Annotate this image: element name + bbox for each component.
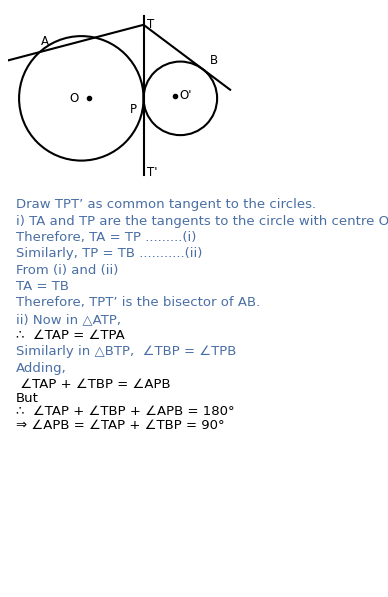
- Text: From (i) and (ii): From (i) and (ii): [16, 264, 118, 277]
- Text: TA = TB: TA = TB: [16, 280, 69, 293]
- Text: ii) Now in △ATP,: ii) Now in △ATP,: [16, 313, 121, 326]
- Text: But: But: [16, 392, 38, 405]
- Text: ⇒ ∠APB = ∠TAP + ∠TBP = 90°: ⇒ ∠APB = ∠TAP + ∠TBP = 90°: [16, 418, 224, 432]
- Text: i) TA and TP are the tangents to the circle with centre O.: i) TA and TP are the tangents to the cir…: [16, 215, 388, 227]
- Text: Similarly, TP = TB ...........(ii): Similarly, TP = TB ...........(ii): [16, 247, 202, 260]
- Text: T': T': [147, 166, 158, 179]
- Text: T: T: [147, 18, 154, 31]
- Text: B: B: [210, 54, 218, 66]
- Text: Draw TPT’ as common tangent to the circles.: Draw TPT’ as common tangent to the circl…: [16, 198, 316, 211]
- Text: O: O: [69, 92, 78, 105]
- Text: Adding,: Adding,: [16, 362, 66, 375]
- Text: Similarly in △BTP,  ∠TBP = ∠TPB: Similarly in △BTP, ∠TBP = ∠TPB: [16, 346, 236, 359]
- Text: ∴  ∠TAP + ∠TBP + ∠APB = 180°: ∴ ∠TAP + ∠TBP + ∠APB = 180°: [16, 405, 234, 418]
- Text: Therefore, TA = TP .........(i): Therefore, TA = TP .........(i): [16, 231, 196, 244]
- Text: O': O': [179, 89, 192, 102]
- Text: Therefore, TPT’ is the bisector of AB.: Therefore, TPT’ is the bisector of AB.: [16, 297, 260, 309]
- Text: ∴  ∠TAP = ∠TPA: ∴ ∠TAP = ∠TPA: [16, 329, 124, 342]
- Text: ∠TAP + ∠TBP = ∠APB: ∠TAP + ∠TBP = ∠APB: [16, 378, 170, 391]
- Text: A: A: [42, 35, 49, 48]
- Text: P: P: [130, 103, 137, 116]
